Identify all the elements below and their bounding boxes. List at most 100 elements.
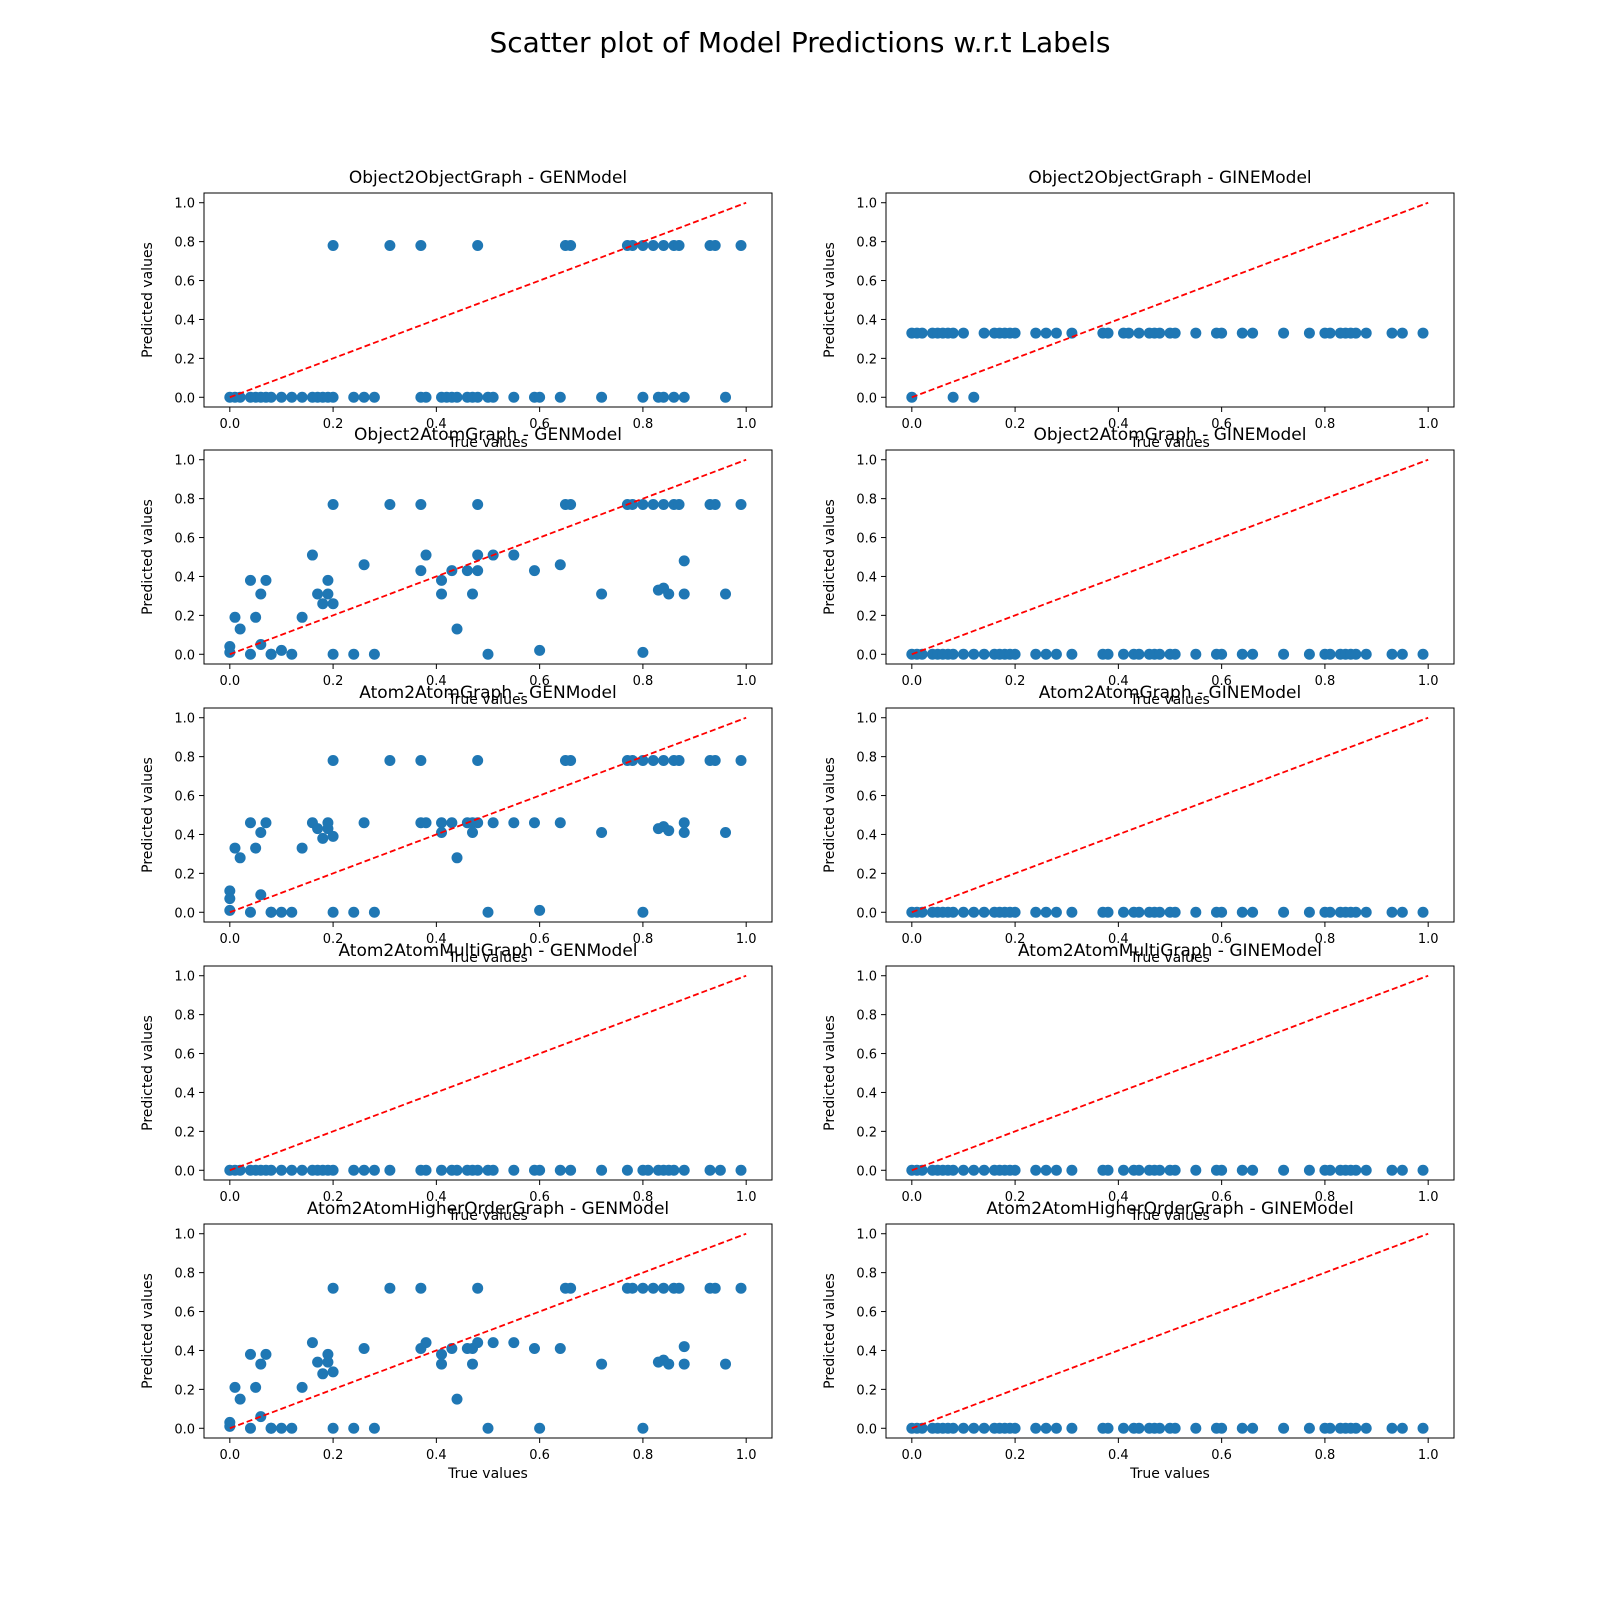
axes-frame	[885, 965, 1455, 1181]
y-tick-label: 0.2	[856, 1125, 877, 1140]
data-point	[327, 1422, 339, 1434]
y-tick-label: 0.8	[174, 751, 195, 766]
x-tick-label: 0.0	[901, 674, 922, 689]
y-tick-label: 0.2	[174, 1125, 195, 1140]
axes-frame	[203, 707, 773, 923]
data-point	[255, 588, 267, 600]
data-point	[327, 598, 339, 610]
data-point	[957, 327, 969, 339]
data-point	[1396, 327, 1408, 339]
data-point	[1133, 1164, 1145, 1176]
data-point	[265, 648, 277, 660]
data-point	[916, 648, 928, 660]
data-point	[1118, 648, 1130, 660]
subplot-2: Object2ObjectGraph - GINEModel 0.0 0.2 0.4 0…	[822, 168, 1455, 451]
data-point	[1417, 648, 1429, 660]
y-tick-label: 0.2	[174, 1383, 195, 1398]
x-tick-label: 0.4	[426, 1190, 447, 1205]
data-point	[1009, 648, 1021, 660]
data-point	[1118, 906, 1130, 918]
data-point	[384, 1164, 396, 1176]
data-point	[978, 327, 990, 339]
data-point	[255, 639, 267, 651]
data-point	[436, 588, 448, 600]
data-point	[420, 549, 432, 561]
x-tick-label: 0.6	[529, 674, 550, 689]
subplot-3: Object2AtomGraph - GENModel 0.0 0.2 0.4 0.6 0…	[140, 425, 773, 708]
x-tick-label: 0.0	[901, 932, 922, 947]
x-axis-label: True values	[1129, 435, 1210, 451]
data-point	[472, 549, 484, 561]
plot-area	[224, 458, 747, 660]
data-point	[322, 1348, 334, 1360]
data-point	[1190, 906, 1202, 918]
y-tick-label: 0.8	[174, 1267, 195, 1282]
data-point	[947, 648, 959, 660]
data-point	[312, 823, 324, 835]
subplot-title: Atom2AtomHigherOrderGraph - GENModel	[307, 1199, 669, 1219]
data-point	[327, 648, 339, 660]
data-point	[1118, 1422, 1130, 1434]
data-point	[647, 1282, 659, 1294]
x-tick-label: 0.2	[323, 417, 344, 432]
data-point	[244, 1348, 256, 1360]
data-point	[265, 391, 277, 403]
data-point	[348, 1422, 360, 1434]
data-point	[565, 755, 577, 767]
x-tick-label: 0.4	[426, 932, 447, 947]
x-tick-label: 0.6	[1211, 674, 1232, 689]
data-point	[327, 906, 339, 918]
data-point	[306, 1337, 318, 1349]
x-tick-label: 0.2	[323, 932, 344, 947]
plot-area	[906, 716, 1429, 918]
data-point	[1030, 906, 1042, 918]
subplot-title: Atom2AtomMultiGraph - GENModel	[338, 941, 637, 961]
data-point	[1050, 327, 1062, 339]
data-point	[1066, 648, 1078, 660]
data-point	[534, 644, 546, 656]
data-point	[368, 648, 380, 660]
data-point	[436, 817, 448, 829]
data-point	[275, 1422, 287, 1434]
data-point	[678, 555, 690, 567]
data-point	[1009, 327, 1021, 339]
data-point	[384, 1282, 396, 1294]
y-tick-label: 0.8	[856, 1009, 877, 1024]
data-point	[322, 1356, 334, 1368]
identity-reference-line	[911, 974, 1429, 1172]
x-tick-label: 0.2	[323, 674, 344, 689]
data-point	[627, 755, 639, 767]
data-point	[482, 648, 494, 660]
data-point	[1360, 327, 1372, 339]
data-point	[286, 1164, 298, 1176]
y-tick-label: 0.6	[174, 790, 195, 805]
data-point	[1247, 1422, 1259, 1434]
x-tick-label: 0.4	[1108, 674, 1129, 689]
data-point	[472, 1337, 484, 1349]
data-point	[472, 1164, 484, 1176]
data-point	[1396, 906, 1408, 918]
subplot-7: Atom2AtomMultiGraph - GENModel 0.0 0.2 0.4 0…	[140, 941, 773, 1224]
data-point	[229, 1381, 241, 1393]
subplot-title: Object2AtomGraph - GENModel	[354, 425, 622, 445]
data-point	[250, 1381, 262, 1393]
x-tick-label: 0.0	[901, 417, 922, 432]
data-point	[296, 611, 308, 623]
data-point	[1324, 327, 1336, 339]
subplot-title: Object2ObjectGraph - GENModel	[349, 168, 627, 188]
data-point	[1030, 1164, 1042, 1176]
data-point	[663, 1358, 675, 1370]
data-point	[415, 240, 427, 252]
data-point	[1360, 906, 1372, 918]
data-point	[947, 1422, 959, 1434]
data-point	[1216, 1422, 1228, 1434]
data-point	[596, 1164, 608, 1176]
data-point	[534, 904, 546, 916]
x-tick-label: 1.0	[736, 674, 757, 689]
x-tick-label: 0.6	[529, 1190, 550, 1205]
data-point	[720, 588, 732, 600]
data-point	[637, 1422, 649, 1434]
data-point	[678, 817, 690, 829]
data-point	[1190, 327, 1202, 339]
y-tick-label: 0.2	[174, 609, 195, 624]
